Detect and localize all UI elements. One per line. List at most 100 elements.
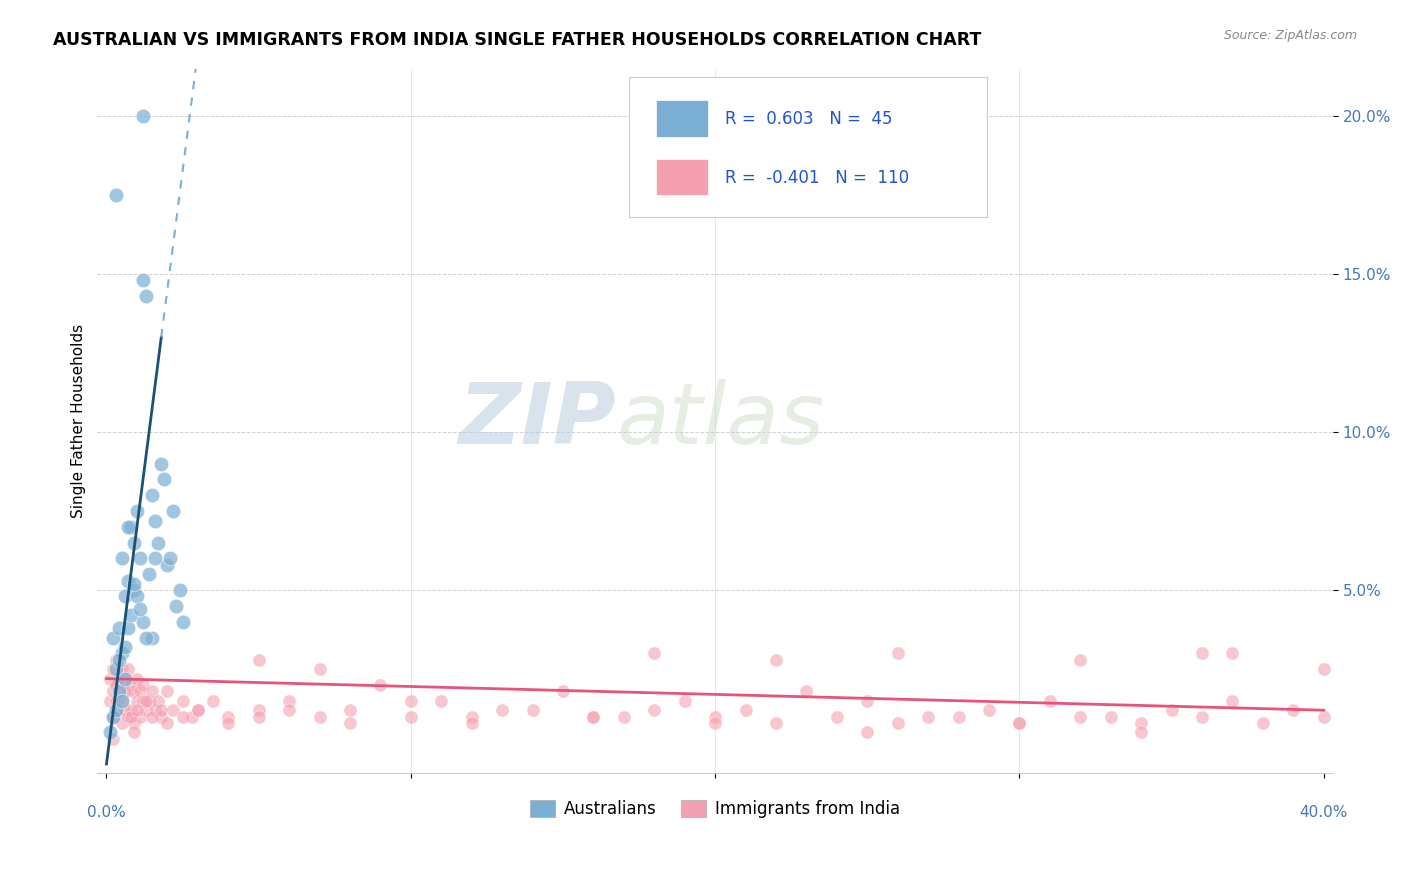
Point — [107, 684, 129, 698]
Point — [120, 520, 142, 534]
Point — [117, 574, 139, 588]
Point — [278, 694, 301, 708]
Point — [156, 715, 179, 730]
Point — [120, 709, 142, 723]
Point — [704, 715, 727, 730]
Point — [399, 694, 422, 708]
Point — [132, 615, 155, 629]
Point — [122, 535, 145, 549]
Point — [948, 709, 970, 723]
Point — [143, 514, 166, 528]
Point — [114, 684, 136, 698]
FancyBboxPatch shape — [655, 159, 707, 195]
Point — [339, 703, 361, 717]
Point — [117, 709, 139, 723]
Point — [491, 703, 513, 717]
Point — [125, 672, 148, 686]
Point — [156, 684, 179, 698]
Point — [122, 684, 145, 698]
Point — [1251, 715, 1274, 730]
Point — [114, 672, 136, 686]
Point — [159, 551, 181, 566]
Point — [1130, 725, 1153, 739]
Point — [125, 703, 148, 717]
Point — [247, 653, 270, 667]
Point — [522, 703, 544, 717]
Text: 40.0%: 40.0% — [1299, 805, 1348, 820]
Point — [460, 715, 482, 730]
Point — [162, 504, 184, 518]
Point — [143, 551, 166, 566]
Point — [138, 567, 160, 582]
Point — [886, 646, 908, 660]
Point — [169, 583, 191, 598]
Point — [886, 715, 908, 730]
Point — [1191, 709, 1213, 723]
Point — [104, 678, 127, 692]
Point — [101, 662, 124, 676]
Point — [150, 703, 173, 717]
Point — [765, 653, 787, 667]
Point — [172, 694, 194, 708]
Point — [111, 551, 134, 566]
Point — [120, 608, 142, 623]
Point — [187, 703, 209, 717]
Point — [129, 684, 152, 698]
Point — [107, 621, 129, 635]
Point — [217, 715, 239, 730]
Point — [101, 709, 124, 723]
Point — [143, 703, 166, 717]
Point — [104, 188, 127, 202]
Point — [101, 731, 124, 746]
Point — [104, 703, 127, 717]
Point — [114, 703, 136, 717]
Point — [107, 684, 129, 698]
Point — [643, 646, 665, 660]
Point — [104, 678, 127, 692]
Point — [704, 709, 727, 723]
Point — [1069, 709, 1091, 723]
Point — [107, 653, 129, 667]
Point — [460, 709, 482, 723]
Point — [117, 621, 139, 635]
Legend: Australians, Immigrants from India: Australians, Immigrants from India — [523, 794, 907, 825]
FancyBboxPatch shape — [655, 100, 707, 136]
Point — [122, 715, 145, 730]
Point — [856, 694, 879, 708]
Point — [1313, 709, 1336, 723]
Text: ZIP: ZIP — [458, 379, 616, 462]
Text: 0.0%: 0.0% — [87, 805, 127, 820]
Point — [551, 684, 574, 698]
Point — [796, 684, 818, 698]
Point — [117, 684, 139, 698]
Point — [129, 602, 152, 616]
Point — [1222, 694, 1244, 708]
Point — [582, 709, 605, 723]
Point — [150, 457, 173, 471]
Point — [114, 672, 136, 686]
Point — [132, 109, 155, 123]
Point — [138, 694, 160, 708]
Point — [148, 694, 170, 708]
Point — [125, 504, 148, 518]
Point — [247, 709, 270, 723]
Point — [111, 662, 134, 676]
Point — [856, 725, 879, 739]
Point — [150, 709, 173, 723]
Point — [187, 703, 209, 717]
Point — [135, 289, 157, 303]
Point — [1099, 709, 1122, 723]
Point — [977, 703, 1000, 717]
Point — [117, 520, 139, 534]
Text: R =  0.603   N =  45: R = 0.603 N = 45 — [725, 110, 893, 128]
Point — [1130, 715, 1153, 730]
Point — [370, 678, 392, 692]
Point — [308, 709, 330, 723]
Point — [917, 709, 939, 723]
FancyBboxPatch shape — [628, 77, 987, 217]
Point — [125, 694, 148, 708]
Point — [114, 640, 136, 654]
Point — [122, 583, 145, 598]
Point — [101, 684, 124, 698]
Point — [132, 273, 155, 287]
